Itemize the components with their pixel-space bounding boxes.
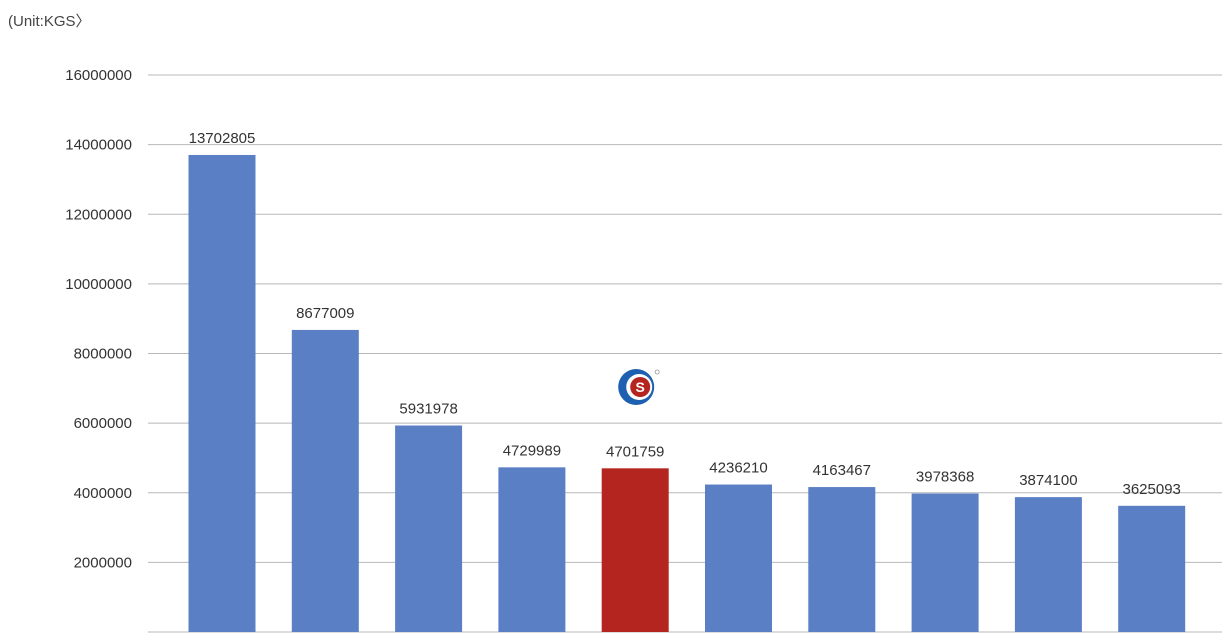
bar-highlighted [601,468,669,632]
data-label: 5931978 [399,400,457,417]
data-label: 4163467 [813,462,871,479]
data-label: 4701759 [606,443,664,460]
logo-inner-disc [630,377,651,397]
bar [911,493,979,632]
y-tick-label: 12000000 [65,206,132,223]
y-tick-label: 14000000 [65,137,132,154]
bar [395,425,463,632]
bar [291,329,359,632]
bar [1118,505,1186,632]
data-label: 13702805 [189,130,256,147]
data-label: 3874100 [1019,472,1077,489]
data-label: 8677009 [296,305,354,322]
bar [808,487,876,632]
bar [498,467,566,632]
bar [705,484,772,632]
bars [188,154,1186,632]
y-tick-label: 10000000 [65,276,132,293]
y-tick-label: 8000000 [74,346,132,363]
y-tick-label: 6000000 [74,415,132,432]
bar [188,154,256,632]
data-label: 3978368 [916,469,974,486]
y-tick-label: 2000000 [74,554,132,571]
data-label: 3625093 [1122,481,1180,498]
logo-letter: S [636,379,645,395]
y-tick-label: 4000000 [74,485,132,502]
y-axis-ticks: 2000000 4000000 6000000 8000000 10000000 1200… [65,67,132,571]
data-label: 4236210 [709,460,767,477]
company-logo-icon: S [618,369,660,405]
unit-label: (Unit:KGS〉 [8,13,91,30]
data-labels: 13702805 8677009 5931978 4729989 4701759 4236… [189,130,1181,498]
registered-mark [654,369,660,375]
data-label: 4729989 [503,442,561,459]
y-tick-label: 16000000 [65,67,132,84]
bar [1014,497,1082,632]
